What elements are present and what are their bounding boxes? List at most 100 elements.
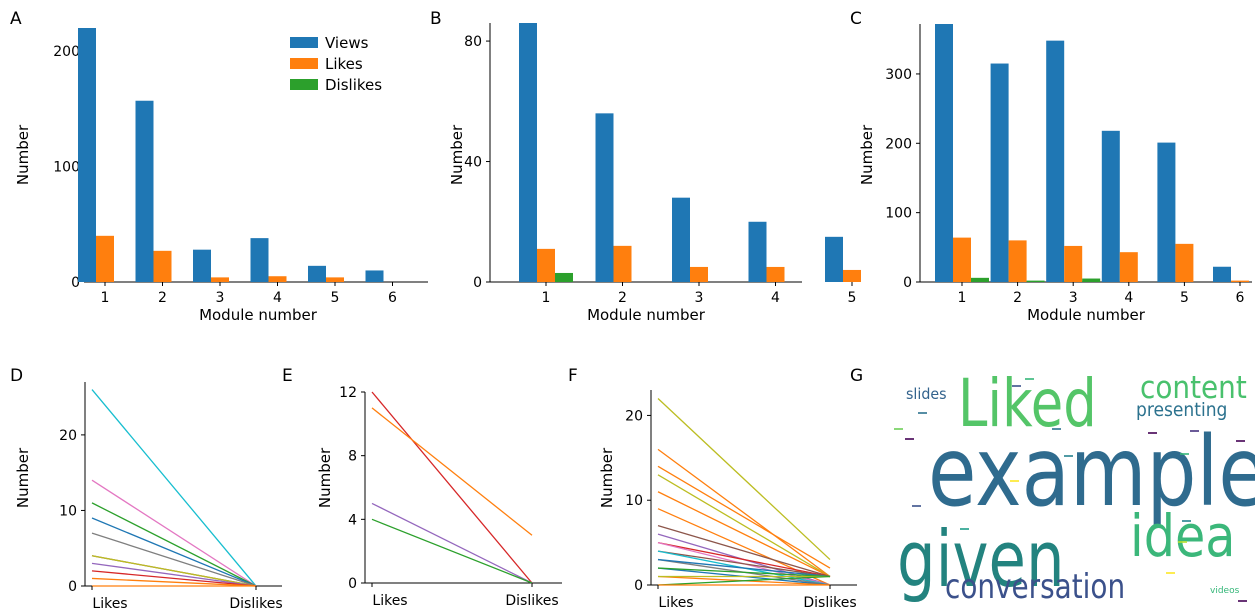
word-speck — [1182, 520, 1191, 522]
bar-dislikes — [1082, 278, 1101, 282]
series-line — [657, 558, 831, 578]
y-tick-label: 0 — [71, 275, 80, 291]
word-1: given — [897, 515, 1065, 605]
bar-likes — [537, 248, 555, 282]
word-6: presenting — [1136, 399, 1227, 421]
panel-letter: F — [568, 366, 578, 386]
bar-views — [519, 23, 537, 282]
legend-label-likes: Likes — [325, 55, 363, 73]
y-tick-label: 4 — [348, 512, 357, 528]
bar-likes — [1231, 280, 1249, 282]
y-tick-label: 12 — [339, 385, 357, 401]
word-5: conversation — [945, 567, 1125, 606]
series-line — [91, 562, 257, 587]
word-speck — [960, 528, 969, 530]
panel-b: B 0 40 80 1 2 3 4 5 Module number Number — [430, 9, 861, 324]
series-line — [371, 391, 533, 584]
word-4: content — [1140, 370, 1247, 406]
x-tick-label: 6 — [388, 290, 397, 306]
series-line — [657, 525, 831, 578]
word-speck — [1190, 430, 1199, 432]
y-tick-label: 0 — [473, 275, 482, 291]
panel-letter: B — [430, 9, 442, 29]
y-axis-label: Number — [858, 124, 876, 185]
bar-views — [595, 113, 614, 282]
panel-letter: D — [10, 366, 23, 386]
word-speck — [1148, 432, 1157, 434]
panel-letter: G — [850, 366, 863, 386]
series-line — [657, 448, 831, 578]
word-speck — [1180, 453, 1189, 455]
x-tick-label: Dislikes — [803, 595, 856, 611]
series-line — [91, 517, 257, 587]
panel-f: F 0 10 20 Likes Dislikes Number — [568, 366, 857, 611]
series-line — [657, 541, 831, 578]
series-line — [91, 479, 257, 587]
word-speck — [1178, 541, 1187, 543]
y-tick-label: 200 — [885, 136, 912, 152]
y-axis-label: Number — [14, 124, 32, 185]
x-tick-label: Likes — [92, 596, 127, 612]
bar-views — [78, 28, 96, 282]
bar-views — [935, 24, 953, 282]
word-3: idea — [1130, 502, 1236, 570]
series-line — [371, 518, 533, 584]
bar-views — [1101, 130, 1120, 282]
bar-views — [135, 100, 154, 283]
bar-likes — [690, 266, 708, 282]
bar-views — [748, 221, 767, 282]
bar-views — [990, 63, 1009, 282]
x-tick-label: 1 — [101, 290, 110, 306]
x-tick-label: 3 — [1069, 290, 1078, 306]
panel-letter: A — [10, 9, 22, 29]
bar-likes — [1119, 252, 1138, 282]
x-tick-label: 1 — [958, 290, 967, 306]
word-speck — [1166, 572, 1175, 574]
word-speck — [1064, 455, 1073, 457]
x-axis-label: Module number — [199, 306, 318, 324]
series-line — [657, 398, 831, 561]
series-line — [91, 502, 257, 587]
series-line — [371, 502, 533, 584]
bar-dislikes — [1026, 280, 1045, 282]
bar-likes — [1064, 245, 1083, 282]
x-tick-label: 4 — [1124, 290, 1133, 306]
bar-likes — [766, 266, 785, 282]
x-tick-label: Dislikes — [229, 596, 282, 612]
word-speck — [905, 438, 914, 440]
bar-views — [672, 197, 690, 282]
x-tick-label: 5 — [331, 290, 340, 306]
panel-e: E 0 4 8 12 Likes Dislikes Number — [282, 366, 562, 609]
bar-likes — [613, 245, 632, 282]
legend: Views Likes Dislikes — [290, 34, 382, 94]
series-line — [91, 532, 257, 587]
bar-views — [1157, 142, 1176, 282]
word-0: example — [928, 416, 1255, 528]
y-tick-label: 0 — [68, 579, 77, 595]
y-tick-label: 10 — [625, 493, 643, 509]
word-7: slides — [906, 386, 947, 403]
x-tick-label: 2 — [1013, 290, 1022, 306]
x-axis-label: Module number — [587, 306, 706, 324]
series-line — [371, 407, 533, 536]
y-axis-label: Number — [598, 447, 616, 508]
word-speck — [894, 428, 903, 430]
word-speck — [1025, 378, 1034, 380]
bar-views — [1046, 40, 1065, 283]
x-tick-label: 4 — [771, 290, 780, 306]
word-speck — [1052, 428, 1061, 430]
panel-c: C 0 100 200 300 1 2 3 4 5 6 Module number Number — [850, 9, 1252, 324]
y-tick-label: 200 — [53, 44, 80, 60]
x-tick-label: 4 — [273, 290, 282, 306]
x-tick-label: 5 — [848, 290, 857, 306]
word-speck — [1012, 385, 1021, 387]
y-axis-label: Number — [14, 447, 32, 508]
word-speck — [912, 505, 921, 507]
bar-likes — [326, 277, 344, 282]
word-speck — [1236, 440, 1245, 442]
panel-d: D 0 10 20 Likes Dislikes Number — [10, 366, 283, 612]
series-line — [657, 575, 831, 586]
bar-dislikes — [971, 277, 989, 282]
